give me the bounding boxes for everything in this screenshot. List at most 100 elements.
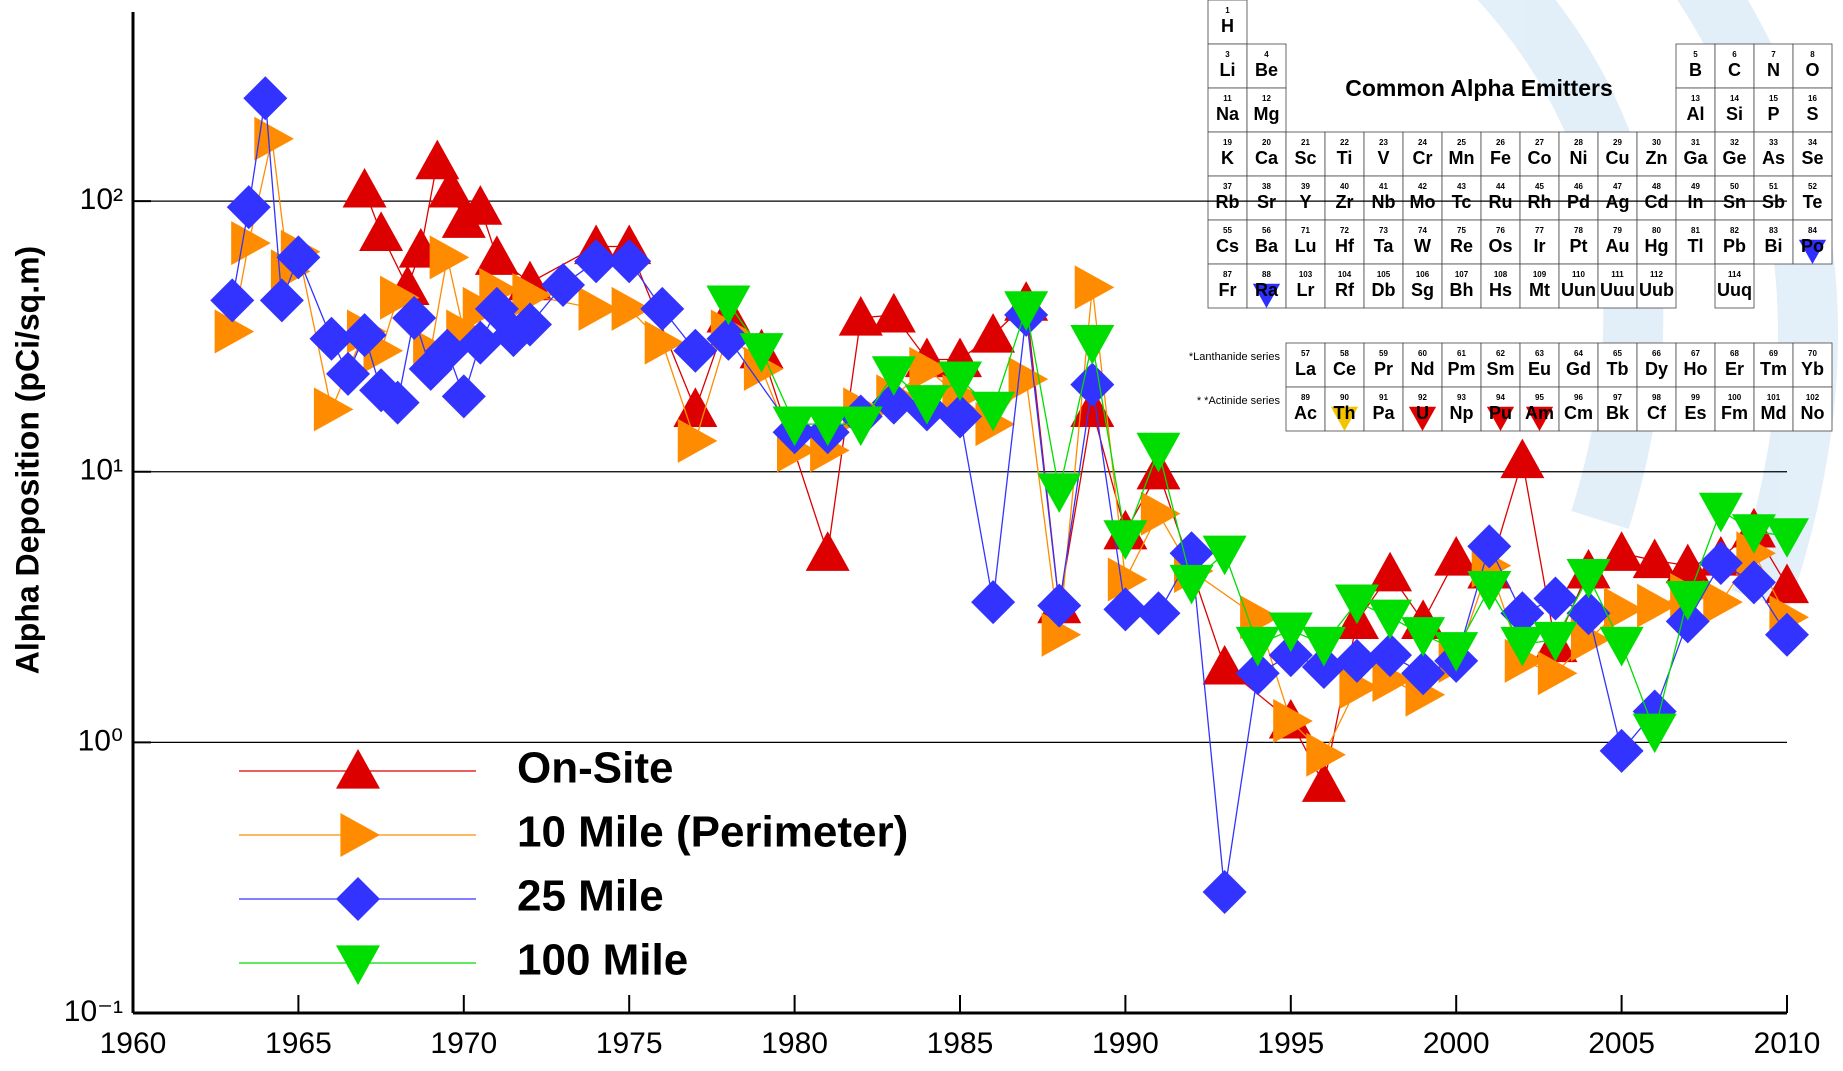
atomic-number: 16 <box>1808 94 1817 103</box>
atomic-number: 52 <box>1808 182 1817 191</box>
atomic-number: 48 <box>1652 182 1661 191</box>
atomic-number: 58 <box>1340 349 1349 358</box>
legend-marker <box>340 813 380 857</box>
data-point <box>380 275 420 320</box>
element-cell <box>1363 131 1404 177</box>
element-symbol: Cu <box>1606 148 1630 168</box>
element-symbol: Si <box>1726 104 1743 124</box>
element-cell <box>1324 342 1365 388</box>
data-point <box>1632 538 1677 579</box>
data-point <box>1765 563 1809 604</box>
data-point <box>1103 587 1148 632</box>
element-symbol: Er <box>1725 359 1744 379</box>
element-symbol: Pt <box>1570 236 1588 256</box>
atomic-number: 104 <box>1338 270 1352 279</box>
data-point <box>1765 612 1809 657</box>
data-point <box>1037 473 1082 513</box>
atomic-number: 63 <box>1535 349 1544 358</box>
y-axis-title: Alpha Deposition (pCi/sq.m) <box>9 246 45 674</box>
element-symbol: La <box>1295 359 1317 379</box>
data-point <box>359 211 404 252</box>
element-symbol: Es <box>1684 403 1706 423</box>
element-cell <box>1597 131 1638 177</box>
element-symbol: N <box>1767 60 1780 80</box>
element-cell <box>1792 386 1833 432</box>
element-cell <box>1714 175 1755 221</box>
data-point <box>739 333 784 373</box>
atomic-number: 56 <box>1262 226 1271 235</box>
atomic-number: 109 <box>1533 270 1547 279</box>
inset-title: Common Alpha Emitters <box>1345 75 1613 101</box>
data-point <box>474 235 519 275</box>
data-point <box>644 320 685 365</box>
element-symbol: O <box>1805 60 1819 80</box>
element-cell <box>1792 175 1833 221</box>
element-symbol: P <box>1767 104 1779 124</box>
data-point <box>805 406 850 447</box>
element-symbol: Th <box>1334 403 1356 423</box>
atomic-number: 99 <box>1691 393 1700 402</box>
atomic-number: 83 <box>1769 226 1778 235</box>
atomic-number: 88 <box>1262 270 1271 279</box>
atomic-number: 71 <box>1301 226 1310 235</box>
data-point <box>1235 651 1280 696</box>
atomic-number: 38 <box>1262 182 1271 191</box>
atomic-number: 12 <box>1262 94 1271 103</box>
element-symbol: Rf <box>1335 280 1355 300</box>
atomic-number: 22 <box>1340 138 1349 147</box>
element-symbol: Pm <box>1447 359 1475 379</box>
element-symbol: Cr <box>1412 148 1432 168</box>
element-cell <box>1363 219 1404 265</box>
atomic-number: 21 <box>1301 138 1310 147</box>
atomic-number: 64 <box>1574 349 1583 358</box>
data-point <box>1434 536 1479 576</box>
atomic-number: 11 <box>1223 94 1232 103</box>
element-symbol: Cf <box>1647 403 1667 423</box>
data-point <box>512 272 552 317</box>
element-symbol: Np <box>1450 403 1474 423</box>
element-symbol: Db <box>1372 280 1396 300</box>
element-symbol: W <box>1414 236 1431 256</box>
data-point <box>640 286 685 331</box>
data-point <box>971 313 1016 353</box>
data-point <box>1604 587 1644 632</box>
element-cell <box>1402 342 1443 388</box>
element-symbol: U <box>1416 403 1429 423</box>
element-cell <box>1480 263 1521 309</box>
atomic-number: 90 <box>1340 393 1349 402</box>
element-cell <box>1246 131 1287 177</box>
data-point <box>1140 491 1181 536</box>
atomic-number: 112 <box>1650 270 1663 279</box>
element-cell <box>1753 131 1794 177</box>
element-symbol: S <box>1806 104 1818 124</box>
atomic-number: 76 <box>1496 226 1505 235</box>
data-point <box>415 139 460 180</box>
atomic-number: 70 <box>1808 349 1817 358</box>
data-point <box>1467 524 1512 569</box>
atomic-number: 61 <box>1457 349 1466 358</box>
atomic-number: 5 <box>1693 50 1698 59</box>
element-symbol: Tl <box>1688 236 1704 256</box>
data-point <box>1500 626 1545 667</box>
data-point <box>1500 591 1545 636</box>
data-point <box>1731 514 1776 554</box>
atomic-number: 65 <box>1613 349 1622 358</box>
data-point <box>1736 531 1776 576</box>
data-point <box>1339 665 1379 710</box>
data-point <box>1334 638 1379 683</box>
atomic-number: 79 <box>1613 226 1622 235</box>
element-symbol: Uuu <box>1600 280 1635 300</box>
element-cell <box>1714 87 1755 133</box>
atomic-number: 74 <box>1418 226 1427 235</box>
element-symbol: Co <box>1528 148 1552 168</box>
element-symbol: Mg <box>1254 104 1280 124</box>
x-tick-label: 1960 <box>100 1027 167 1060</box>
atomic-number: 46 <box>1574 182 1583 191</box>
element-symbol: Uub <box>1639 280 1674 300</box>
data-point <box>938 394 982 439</box>
element-symbol: Pr <box>1374 359 1393 379</box>
data-point <box>1467 571 1512 611</box>
data-point <box>904 385 949 425</box>
data-point <box>1235 626 1280 667</box>
legend-label: 25 Mile <box>517 872 664 921</box>
